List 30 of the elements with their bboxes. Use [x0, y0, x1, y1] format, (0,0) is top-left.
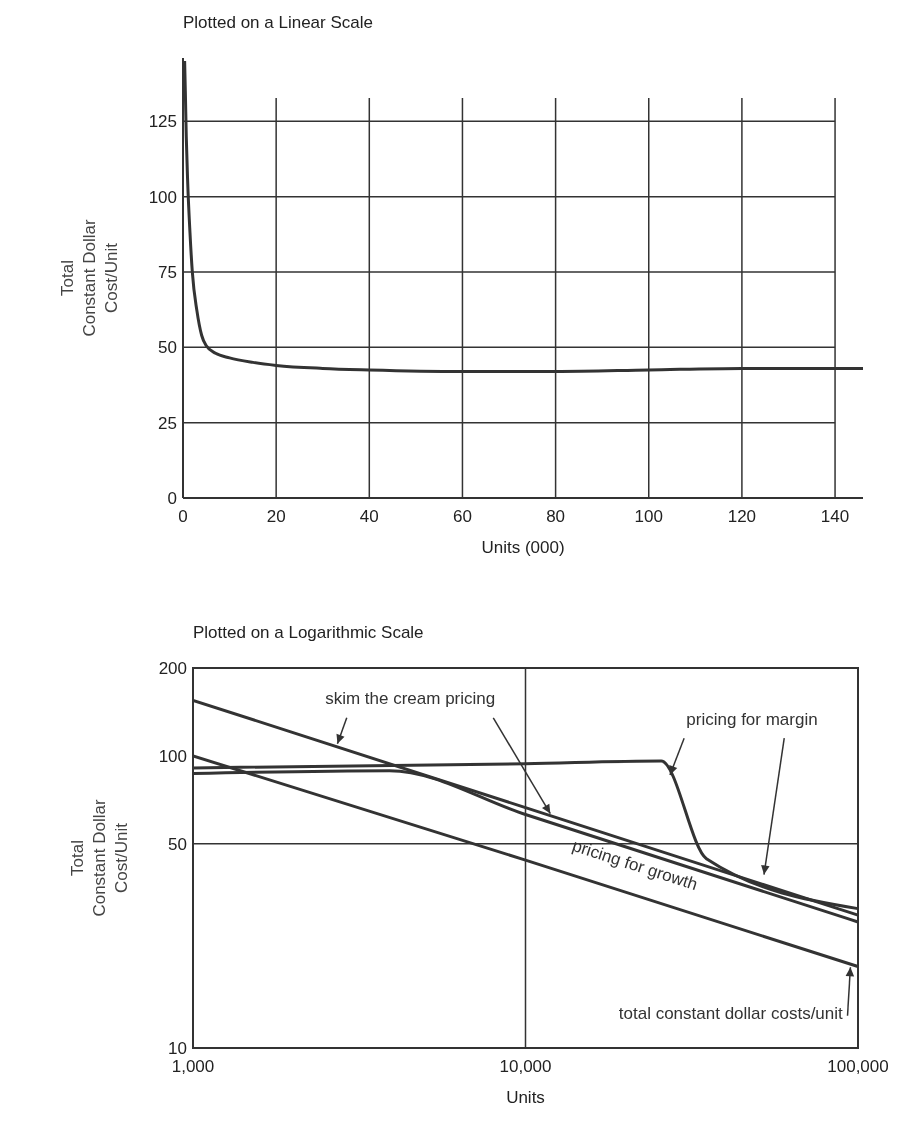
y-tick-label: 200	[158, 659, 187, 678]
y-axis-title: Total Constant Dollar Cost/Unit	[68, 799, 131, 917]
x-tick-label: 10,000	[499, 1057, 552, 1076]
x-tick-label: 80	[546, 507, 566, 526]
x-tick-label: 120	[727, 507, 757, 526]
text: pricing for growth	[569, 836, 700, 895]
x-tick-label: 40	[359, 507, 379, 526]
series-label: skim the cream pricing	[325, 689, 496, 709]
x-tick-label: 100,000	[827, 1057, 889, 1076]
x-tick-label: 100	[634, 507, 663, 526]
y-tick-label: 25	[158, 413, 177, 433]
x-tick-label: 140	[820, 507, 850, 526]
y-tick-label: 100	[148, 187, 177, 207]
y-tick-label: 125	[148, 112, 177, 132]
x-tick-label: 1,000	[171, 1057, 215, 1076]
x-tick-label: 60	[452, 507, 472, 526]
x-axis-title: Units	[506, 1088, 545, 1107]
chart-title: Plotted on a Linear Scale	[183, 13, 373, 32]
y-tick-label: 0	[167, 489, 177, 508]
y-tick-label: 75	[158, 262, 177, 282]
text: pricing for margin	[686, 709, 818, 729]
chart-title: Plotted on a Logarithmic Scale	[193, 623, 424, 642]
y-tick-label: 10	[168, 1039, 187, 1058]
y-axis-title: Total Constant Dollar Cost/Unit	[58, 219, 121, 337]
x-axis-title: Units (000)	[481, 538, 565, 557]
x-tick-label: 20	[266, 507, 286, 526]
y-tick-label: 100	[158, 746, 187, 766]
text: total constant dollar costs/unit	[618, 1003, 844, 1023]
y-tick-label: 50	[168, 834, 187, 854]
y-tick-label: 50	[158, 338, 177, 358]
